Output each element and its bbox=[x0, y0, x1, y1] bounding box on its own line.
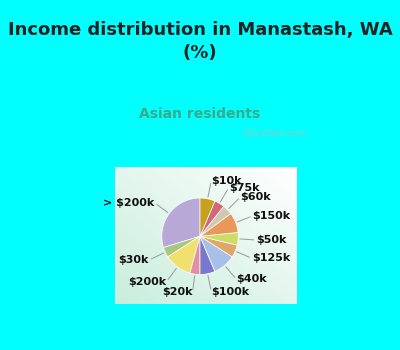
Wedge shape bbox=[168, 236, 200, 273]
Wedge shape bbox=[200, 236, 237, 257]
Text: $100k: $100k bbox=[211, 287, 249, 296]
Wedge shape bbox=[164, 236, 200, 257]
Wedge shape bbox=[200, 232, 238, 245]
Text: $40k: $40k bbox=[236, 274, 267, 284]
Wedge shape bbox=[200, 206, 231, 236]
Text: $50k: $50k bbox=[256, 235, 287, 245]
Wedge shape bbox=[200, 236, 232, 272]
Wedge shape bbox=[200, 201, 224, 236]
Wedge shape bbox=[162, 198, 200, 247]
Text: $75k: $75k bbox=[229, 183, 259, 193]
Text: Income distribution in Manastash, WA
(%): Income distribution in Manastash, WA (%) bbox=[8, 21, 392, 62]
Text: Asian residents: Asian residents bbox=[139, 107, 261, 121]
Text: $125k: $125k bbox=[252, 253, 290, 263]
Text: $60k: $60k bbox=[240, 192, 271, 202]
Text: $200k: $200k bbox=[128, 276, 166, 287]
Text: $150k: $150k bbox=[253, 211, 291, 221]
Text: $30k: $30k bbox=[118, 255, 149, 265]
Wedge shape bbox=[200, 198, 215, 236]
Text: City-Data.com: City-Data.com bbox=[243, 130, 307, 138]
Wedge shape bbox=[200, 236, 215, 274]
Text: $20k: $20k bbox=[162, 287, 192, 297]
Text: > $200k: > $200k bbox=[103, 198, 154, 208]
Text: $10k: $10k bbox=[211, 176, 242, 186]
Wedge shape bbox=[190, 236, 200, 274]
Wedge shape bbox=[200, 214, 238, 236]
